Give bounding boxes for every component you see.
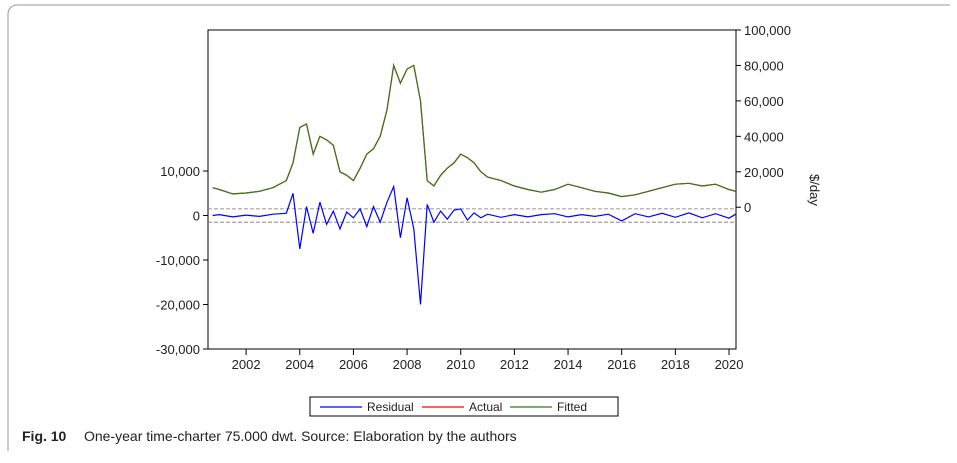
y2-tick-label: 100,000 bbox=[744, 23, 791, 38]
y-tick-label: -10,000 bbox=[156, 253, 200, 268]
y2-tick-label: 80,000 bbox=[744, 58, 784, 73]
y-tick-label: -20,000 bbox=[156, 298, 200, 313]
y2-tick-label: 40,000 bbox=[744, 129, 784, 144]
legend-label: Actual bbox=[469, 400, 502, 414]
y2-tick-label: 0 bbox=[744, 200, 751, 215]
x-tick-label: 2014 bbox=[554, 357, 583, 372]
y-tick-label: 10,000 bbox=[160, 164, 200, 179]
y2-tick-label: 20,000 bbox=[744, 165, 784, 180]
legend-label: Fitted bbox=[557, 400, 587, 414]
y-tick-label: -30,000 bbox=[156, 342, 200, 357]
x-tick-label: 2016 bbox=[607, 357, 636, 372]
x-tick-label: 2008 bbox=[393, 357, 422, 372]
y-tick-label: 0 bbox=[193, 209, 200, 224]
x-tick-label: 2018 bbox=[661, 357, 690, 372]
caption-text: One-year time-charter 75.000 dwt. Source… bbox=[84, 428, 517, 444]
x-tick-label: 2020 bbox=[715, 357, 744, 372]
frame bbox=[7, 4, 950, 451]
series-line bbox=[212, 63, 736, 198]
series-line bbox=[212, 63, 736, 198]
legend-label: Residual bbox=[367, 400, 414, 414]
x-tick-label: 2010 bbox=[446, 357, 475, 372]
y2-axis-label: $/day bbox=[807, 174, 822, 206]
caption-label: Fig. 10 bbox=[22, 428, 67, 444]
series-line bbox=[212, 184, 737, 305]
x-tick-label: 2002 bbox=[232, 357, 261, 372]
x-tick-label: 2012 bbox=[500, 357, 529, 372]
x-tick-label: 2004 bbox=[285, 357, 314, 372]
x-tick-label: 2006 bbox=[339, 357, 368, 372]
y2-tick-label: 60,000 bbox=[744, 94, 784, 109]
plot-area bbox=[207, 29, 737, 350]
